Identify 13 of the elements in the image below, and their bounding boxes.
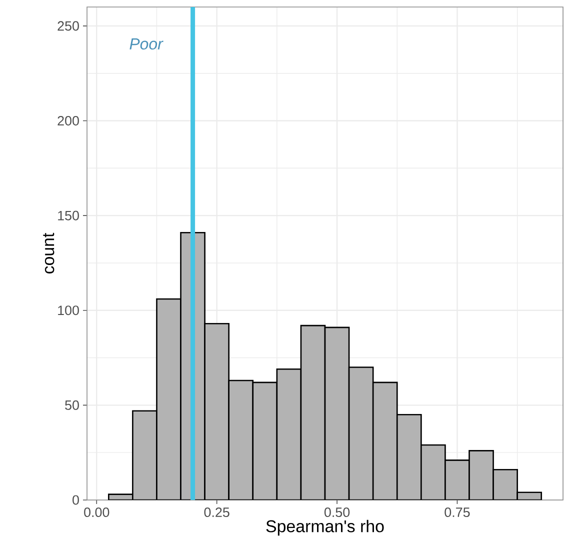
annotation: Poor (130, 38, 164, 50)
x-tick-label: 0.75 (444, 508, 470, 518)
x-axis-title: Spearman's rho (266, 520, 384, 536)
y-tick-label: 100 (58, 306, 79, 316)
y-tick-label: 150 (58, 210, 79, 220)
x-tick-label: 0.00 (84, 508, 110, 518)
y-axis-title: count (43, 232, 54, 274)
y-tick-label: 200 (58, 116, 79, 126)
x-tick-label: 0.25 (204, 508, 230, 518)
y-tick-label: 50 (65, 400, 79, 410)
y-tick-label: 0 (72, 495, 79, 505)
x-tick-label: 0.50 (324, 508, 350, 518)
y-tick-label: 250 (58, 21, 79, 31)
